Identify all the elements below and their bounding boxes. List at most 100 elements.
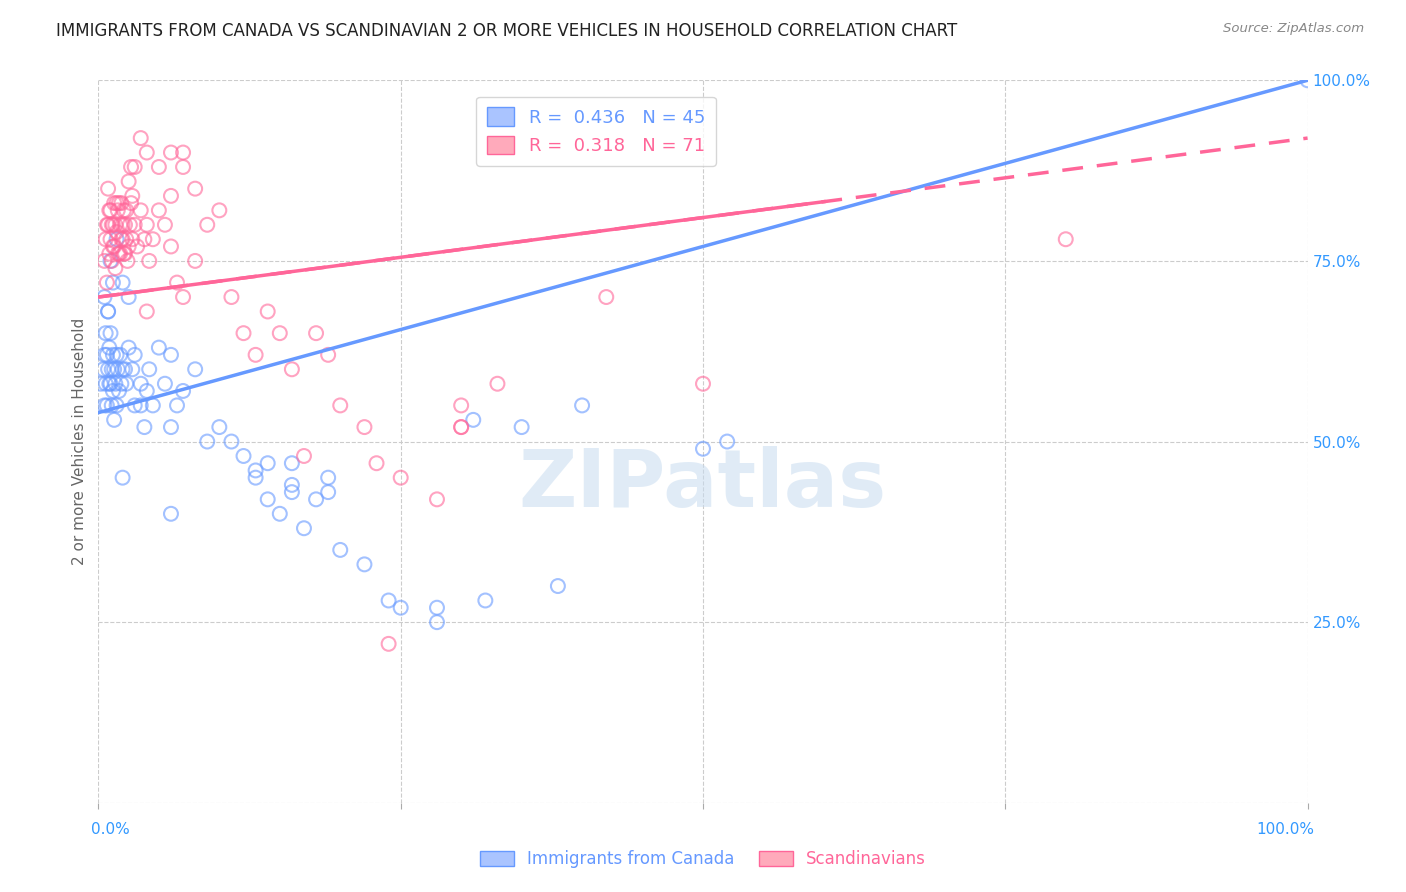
Point: [115, 232, 138, 246]
Point: [101, 348, 124, 362]
Point: [114, 246, 136, 260]
Point: [160, 145, 183, 160]
Point: [115, 203, 138, 218]
Point: [120, 196, 142, 211]
Point: [148, 341, 170, 355]
Point: [96, 276, 118, 290]
Text: Source: ZipAtlas.com: Source: ZipAtlas.com: [1223, 22, 1364, 36]
Point: [316, 470, 339, 484]
Point: [100, 203, 122, 218]
Point: [98, 341, 121, 355]
Point: [148, 160, 170, 174]
Point: [281, 362, 304, 376]
Point: [135, 218, 157, 232]
Point: [104, 218, 127, 232]
Point: [105, 232, 128, 246]
Point: [221, 434, 243, 449]
Point: [100, 376, 122, 391]
Point: [112, 246, 135, 260]
Point: [107, 246, 129, 260]
Point: [105, 196, 128, 211]
Point: [90, 376, 112, 391]
Point: [118, 239, 141, 253]
Point: [716, 434, 738, 449]
Point: [108, 246, 131, 260]
Point: [377, 593, 399, 607]
Point: [281, 485, 304, 500]
Point: [124, 218, 146, 232]
Point: [160, 239, 183, 253]
Legend: Immigrants from Canada, Scandinavians: Immigrants from Canada, Scandinavians: [474, 844, 932, 875]
Point: [232, 449, 254, 463]
Point: [316, 348, 339, 362]
Point: [97, 182, 120, 196]
Point: [124, 398, 146, 412]
Point: [107, 362, 129, 376]
Point: [124, 348, 146, 362]
Text: 0.0%: 0.0%: [91, 822, 131, 837]
Point: [692, 442, 714, 456]
Point: [153, 376, 176, 391]
Point: [1296, 73, 1319, 87]
Point: [172, 290, 194, 304]
Point: [142, 232, 165, 246]
Point: [450, 420, 472, 434]
Point: [316, 485, 339, 500]
Point: [129, 131, 152, 145]
Point: [108, 384, 131, 398]
Point: [547, 579, 569, 593]
Point: [127, 239, 149, 253]
Point: [93, 348, 115, 362]
Point: [117, 253, 139, 268]
Point: [94, 232, 117, 246]
Point: [292, 449, 315, 463]
Point: [129, 398, 152, 412]
Point: [195, 218, 218, 232]
Point: [129, 376, 152, 391]
Point: [571, 398, 593, 412]
Point: [115, 376, 138, 391]
Point: [121, 189, 143, 203]
Point: [121, 232, 143, 246]
Point: [121, 362, 143, 376]
Point: [105, 398, 128, 412]
Point: [160, 507, 183, 521]
Point: [114, 362, 136, 376]
Point: [329, 398, 352, 412]
Point: [100, 362, 122, 376]
Point: [103, 196, 125, 211]
Point: [450, 420, 472, 434]
Point: [94, 326, 117, 340]
Point: [108, 246, 131, 260]
Point: [110, 232, 132, 246]
Point: [103, 362, 125, 376]
Point: [98, 376, 121, 391]
Point: [91, 362, 114, 376]
Point: [105, 225, 128, 239]
Point: [160, 420, 183, 434]
Point: [118, 218, 141, 232]
Point: [160, 348, 183, 362]
Point: [118, 341, 141, 355]
Point: [426, 600, 449, 615]
Point: [94, 376, 117, 391]
Point: [692, 376, 714, 391]
Point: [166, 276, 188, 290]
Point: [135, 145, 157, 160]
Point: [124, 160, 146, 174]
Point: [184, 253, 207, 268]
Point: [111, 218, 134, 232]
Point: [184, 362, 207, 376]
Point: [184, 182, 207, 196]
Point: [153, 218, 176, 232]
Point: [129, 203, 152, 218]
Point: [100, 232, 122, 246]
Point: [160, 189, 183, 203]
Point: [118, 290, 141, 304]
Point: [105, 348, 128, 362]
Point: [100, 218, 122, 232]
Point: [135, 384, 157, 398]
Point: [100, 398, 122, 412]
Point: [142, 398, 165, 412]
Point: [134, 420, 156, 434]
